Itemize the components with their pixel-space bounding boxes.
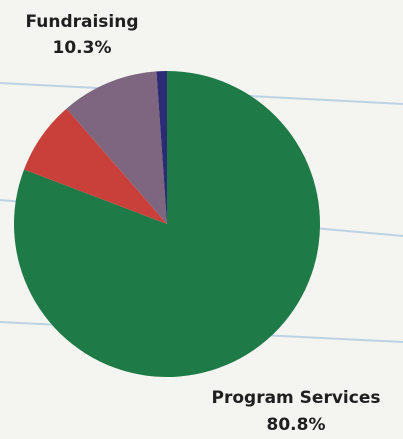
slice-fundraising (66, 71, 167, 224)
slice-value-fundraising: 10.3% (53, 38, 112, 58)
slice-program-services (13, 71, 320, 377)
pie-slices (13, 71, 320, 377)
slice-4 (156, 71, 167, 224)
slice-label-program-services: Program Services (212, 388, 381, 408)
slice-value-program-services: 80.8% (267, 415, 326, 435)
slice-2 (24, 108, 168, 224)
slice-label-fundraising: Fundraising (25, 12, 138, 32)
